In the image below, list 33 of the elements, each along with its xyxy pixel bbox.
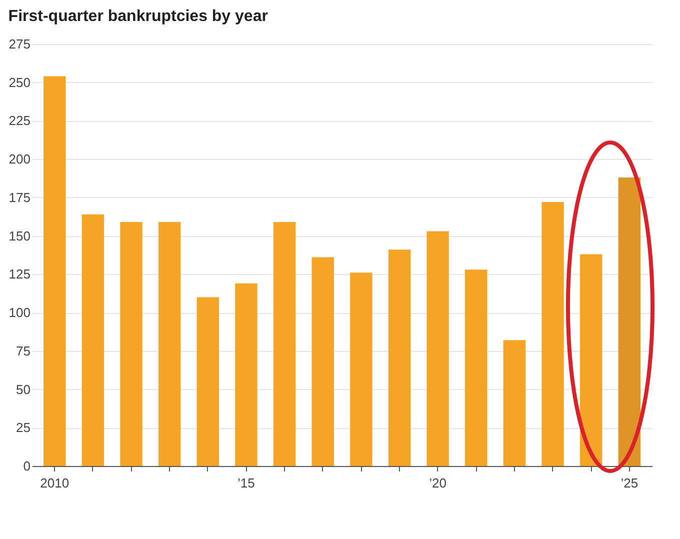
x-tick-label: ’25 xyxy=(620,476,638,490)
chart-title: First-quarter bankruptcies by year xyxy=(8,8,268,25)
y-tick-label: 50 xyxy=(16,382,30,397)
bar xyxy=(580,254,602,466)
y-tick-label: 100 xyxy=(8,305,30,320)
bar xyxy=(82,214,104,466)
x-tick-label: ’15 xyxy=(238,476,255,490)
y-tick-label: 200 xyxy=(8,152,30,167)
y-tick-label: 0 xyxy=(23,458,30,474)
x-tick-label: ’20 xyxy=(429,476,446,490)
y-tick-label: 175 xyxy=(8,190,30,205)
bar xyxy=(158,222,181,466)
bar xyxy=(312,257,334,466)
y-tick-label: 250 xyxy=(8,74,30,90)
bar xyxy=(542,202,564,466)
bar xyxy=(618,178,641,466)
bar xyxy=(503,340,526,466)
bar xyxy=(426,231,449,466)
bar xyxy=(235,283,258,466)
y-tick-label: 275 xyxy=(8,36,30,52)
x-tick-label: 2010 xyxy=(40,476,70,490)
bar xyxy=(388,250,411,466)
bar xyxy=(43,76,66,466)
y-tick-label: 25 xyxy=(16,420,30,436)
bar xyxy=(273,222,296,466)
bar xyxy=(120,222,142,466)
bar xyxy=(196,297,219,466)
y-tick-label: 125 xyxy=(8,266,30,282)
bar xyxy=(465,270,488,466)
y-tick-label: 150 xyxy=(8,228,30,244)
y-tick-label: 75 xyxy=(16,343,30,358)
bar xyxy=(350,272,372,466)
y-tick-label: 225 xyxy=(8,113,30,128)
